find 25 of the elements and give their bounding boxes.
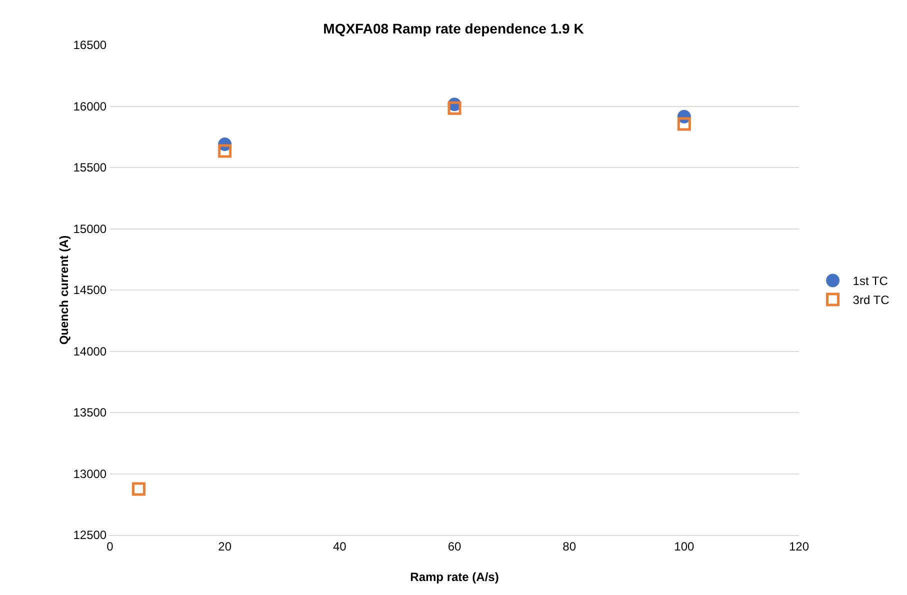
x-tick-label: 40 bbox=[332, 539, 347, 554]
point bbox=[448, 101, 462, 115]
y-tick-label: 15500 bbox=[73, 160, 107, 175]
y-tick-label: 12500 bbox=[73, 528, 107, 542]
point bbox=[132, 482, 146, 496]
y-axis-title: Quench current (A) bbox=[57, 235, 72, 345]
x-tick-label: 20 bbox=[218, 539, 232, 554]
legend-label: 3rd TC bbox=[852, 293, 890, 308]
x-tick-label: 80 bbox=[562, 539, 576, 554]
point bbox=[677, 117, 691, 131]
x-tick-label: 100 bbox=[674, 539, 694, 554]
y-tick-label: 16000 bbox=[73, 99, 107, 114]
y-tick-label: 16500 bbox=[73, 38, 107, 52]
legend-label: 1st TC bbox=[852, 274, 888, 288]
x-axis-title: Ramp rate (A/s) bbox=[410, 570, 499, 584]
x-tick-label: 0 bbox=[106, 539, 114, 554]
y-tick-label: 14500 bbox=[73, 283, 107, 298]
x-tick-label: 120 bbox=[788, 539, 810, 554]
point bbox=[218, 144, 232, 158]
chart-title: MQXFA08 Ramp rate dependence 1.9 K bbox=[323, 20, 584, 37]
y-tick-label: 14000 bbox=[73, 344, 107, 358]
y-tick-label: 15000 bbox=[73, 222, 107, 236]
x-tick-label: 60 bbox=[448, 539, 462, 554]
y-tick-label: 13500 bbox=[73, 406, 107, 420]
y-tick-label: 13000 bbox=[73, 466, 107, 481]
